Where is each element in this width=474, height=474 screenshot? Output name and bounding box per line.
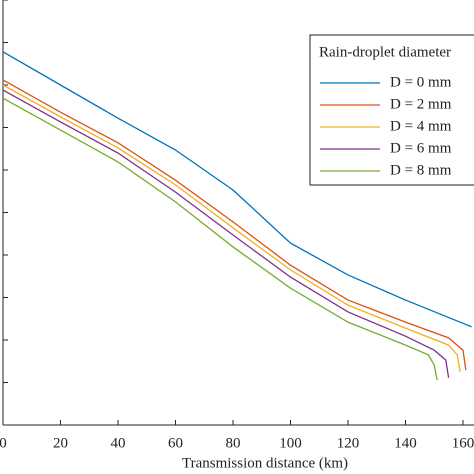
x-tick-label: 40 <box>111 435 126 451</box>
x-tick-label: 120 <box>337 435 360 451</box>
line <box>2 84 461 372</box>
x-tick-label: 80 <box>226 435 241 451</box>
legend-title: Rain-droplet diameter <box>319 44 451 60</box>
x-tick-label: 0 <box>0 435 7 451</box>
legend-box <box>309 34 474 186</box>
legend-label: D = 8 mm <box>390 162 452 178</box>
x-axis-label: Transmission distance (km) <box>182 455 348 471</box>
x-tick-label: 100 <box>279 435 302 451</box>
legend-label: D = 2 mm <box>390 96 452 112</box>
legend-label: D = 0 mm <box>390 74 452 90</box>
x-tick-label: 20 <box>53 435 68 451</box>
line <box>2 51 472 328</box>
x-tick-label: 140 <box>394 435 417 451</box>
line <box>2 79 467 371</box>
x-tick-label: 160 <box>452 435 474 451</box>
legend-label: D = 4 mm <box>390 118 452 134</box>
line <box>2 97 438 381</box>
line <box>2 89 450 378</box>
x-tick-label: 60 <box>168 435 183 451</box>
legend: Rain-droplet diameter D = 0 mm D = 2 mm D =… <box>309 34 474 186</box>
legend-label: D = 6 mm <box>390 140 452 156</box>
